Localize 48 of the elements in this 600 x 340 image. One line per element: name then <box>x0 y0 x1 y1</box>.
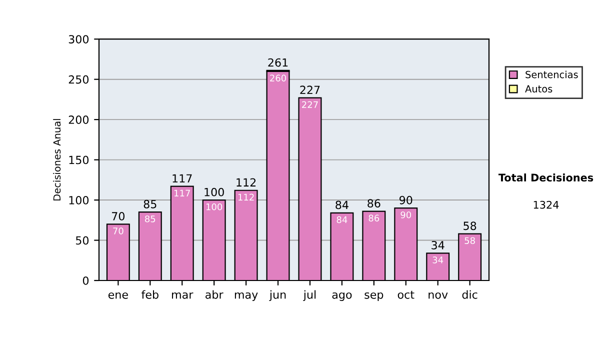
total-label: 261 <box>268 58 288 67</box>
data-label: 70 <box>113 228 124 234</box>
y-tick-label: 300 <box>68 35 89 44</box>
total-label: 112 <box>236 178 256 186</box>
text: Total Decisiones <box>498 173 594 182</box>
data-label: 85 <box>145 215 156 222</box>
y-tick-label: 250 <box>68 75 89 84</box>
data-label: 117 <box>174 190 190 196</box>
x-tick-label: abr <box>206 290 224 299</box>
total-label: 70 <box>112 212 125 220</box>
x-tick-label: oct <box>398 290 414 299</box>
x-tick-label: dic <box>462 290 478 299</box>
x-tick-label: jun <box>269 290 286 301</box>
y-tick-label: 150 <box>69 156 89 164</box>
x-tick-label: jul <box>303 290 316 301</box>
total-label: 227 <box>300 86 320 94</box>
data-label: 90 <box>400 211 412 218</box>
legend-label: Sentencias <box>526 70 578 78</box>
total-label: 85 <box>144 200 156 208</box>
data-label: 100 <box>206 203 222 210</box>
y-tick-label: 200 <box>68 116 89 124</box>
total-label: 117 <box>172 174 192 182</box>
x-tick-label: ene <box>108 292 128 299</box>
total-label: 84 <box>336 200 348 210</box>
x-tick-label: may <box>234 292 258 301</box>
data-label: 112 <box>238 194 254 200</box>
data-label: 86 <box>368 214 380 222</box>
total-label: 58 <box>464 222 476 230</box>
data-label: 260 <box>270 74 286 82</box>
data-label: 34 <box>432 256 444 264</box>
data-label: 227 <box>302 101 318 108</box>
text: 1324 <box>534 200 559 209</box>
y-tick-label: 50 <box>76 236 89 245</box>
total-label: 34 <box>432 240 444 250</box>
x-tick-label: sep <box>364 292 384 301</box>
x-tick-label: nov <box>428 292 448 299</box>
data-label: 58 <box>464 237 475 244</box>
total-label: 90 <box>400 196 412 204</box>
total-label: 100 <box>204 188 224 196</box>
y-axis-title: Decisiones Anual <box>53 119 61 200</box>
y-tick-label: 100 <box>69 196 89 204</box>
legend-label: Autos <box>525 85 552 93</box>
x-tick-label: feb <box>142 290 158 299</box>
x-tick-label: ago <box>332 292 352 301</box>
total-label: 86 <box>368 199 380 208</box>
y-tick-label: 0 <box>82 276 89 285</box>
data-label: 84 <box>336 216 348 224</box>
x-tick-label: mar <box>172 292 194 299</box>
